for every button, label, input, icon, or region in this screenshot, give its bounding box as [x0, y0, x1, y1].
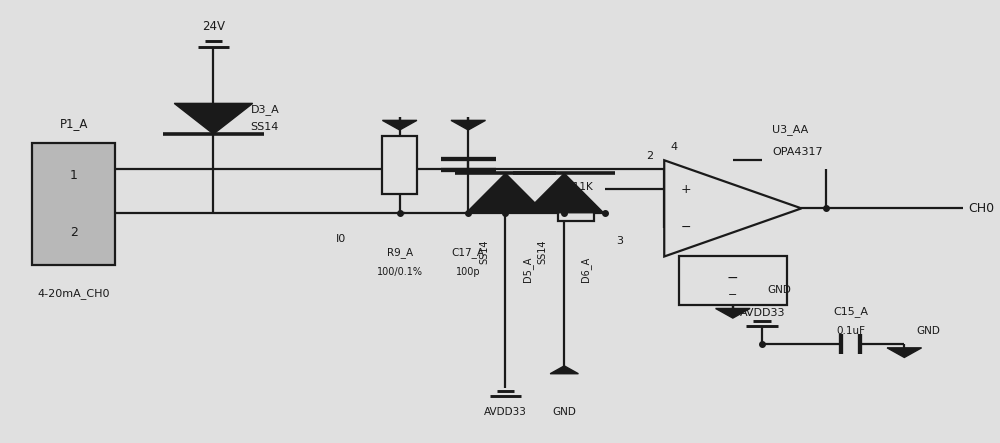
Text: −: −	[681, 221, 691, 234]
Text: P1_A: P1_A	[60, 117, 88, 129]
Text: 2: 2	[646, 151, 653, 161]
Text: +: +	[680, 183, 691, 196]
Text: OPA4317: OPA4317	[772, 147, 823, 156]
Polygon shape	[525, 173, 603, 213]
Text: −: −	[728, 290, 738, 300]
Text: D5_A: D5_A	[522, 257, 533, 282]
Text: I0: I0	[336, 234, 346, 244]
Text: 100p: 100p	[456, 267, 481, 277]
Text: 3: 3	[617, 236, 624, 246]
Polygon shape	[887, 348, 922, 358]
Text: 24V: 24V	[202, 20, 225, 33]
Text: 1: 1	[70, 169, 78, 183]
Text: GND: GND	[916, 326, 940, 336]
Bar	[679, 256, 787, 305]
Text: AVDD33: AVDD33	[484, 407, 527, 417]
Text: GND: GND	[767, 285, 791, 295]
Text: U3_AA: U3_AA	[772, 124, 808, 135]
Text: 4: 4	[670, 142, 678, 152]
Text: SS14: SS14	[251, 122, 279, 132]
Text: SS14: SS14	[479, 240, 489, 264]
Text: GND: GND	[552, 407, 576, 417]
Text: 2: 2	[70, 225, 78, 239]
Text: D3_A: D3_A	[251, 105, 279, 116]
Polygon shape	[451, 120, 485, 130]
Text: 4-20mA_CH0: 4-20mA_CH0	[38, 288, 110, 299]
Text: R111K: R111K	[559, 182, 593, 191]
Polygon shape	[664, 160, 801, 256]
Text: D6_A: D6_A	[580, 257, 591, 282]
Polygon shape	[716, 308, 750, 318]
Text: 0.1uF: 0.1uF	[836, 326, 865, 336]
Polygon shape	[174, 103, 253, 134]
Bar	[558, 205, 594, 221]
Text: SS14: SS14	[538, 240, 548, 264]
Text: AVDD33: AVDD33	[739, 308, 785, 319]
Text: C17_A: C17_A	[452, 247, 485, 257]
Bar	[32, 143, 115, 265]
Polygon shape	[550, 366, 578, 374]
Text: C15_A: C15_A	[833, 306, 868, 317]
Text: −: −	[727, 271, 739, 285]
Polygon shape	[466, 173, 545, 213]
Text: CH0: CH0	[968, 202, 994, 215]
Text: 100/0.1%: 100/0.1%	[377, 267, 423, 277]
Bar	[382, 136, 417, 194]
Polygon shape	[382, 120, 417, 130]
Text: R9_A: R9_A	[387, 247, 413, 257]
